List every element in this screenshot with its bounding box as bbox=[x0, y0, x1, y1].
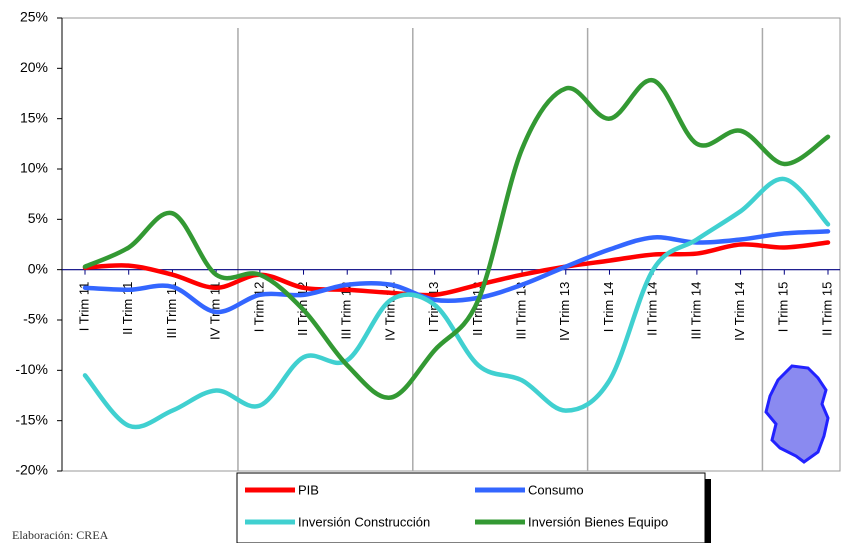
series-line bbox=[82, 78, 831, 400]
x-tick-label: I Trim 11 bbox=[76, 282, 91, 332]
legend-box bbox=[236, 472, 706, 544]
x-tick-label: III Trim 11 bbox=[164, 282, 179, 339]
y-tick-label: 20% bbox=[20, 59, 48, 75]
plot-frame bbox=[61, 17, 841, 472]
legend-label: PIB bbox=[298, 482, 319, 497]
y-tick-label: 5% bbox=[28, 210, 48, 226]
region-map-icon bbox=[764, 364, 830, 464]
x-tick-label: III Trim 13 bbox=[513, 282, 528, 340]
source-note: Elaboración: CREA bbox=[12, 528, 109, 542]
x-tick-label: I Trim 12 bbox=[251, 282, 266, 333]
x-tick-label: II Trim 15 bbox=[819, 282, 834, 336]
y-tick-label: -20% bbox=[15, 462, 48, 478]
legend-label: Consumo bbox=[528, 482, 584, 497]
series-line bbox=[82, 229, 831, 315]
x-tick-label: IV Trim 13 bbox=[557, 282, 572, 341]
x-tick-label: II Trim 11 bbox=[120, 282, 135, 335]
y-tick-label: -10% bbox=[15, 361, 48, 377]
series-line bbox=[82, 240, 831, 298]
series-line bbox=[82, 176, 831, 430]
y-tick-label: 25% bbox=[20, 9, 48, 25]
y-tick-label: -5% bbox=[23, 311, 48, 327]
x-tick-label: I Trim 14 bbox=[601, 282, 616, 333]
x-tick-label: III Trim 14 bbox=[688, 282, 703, 340]
x-tick-label: III Trim 12 bbox=[339, 282, 354, 340]
x-tick-label: I Trim 15 bbox=[776, 282, 791, 333]
x-tick-label: II Trim 14 bbox=[645, 282, 660, 336]
y-tick-label: -15% bbox=[15, 411, 48, 427]
x-tick-label: IV Trim 14 bbox=[732, 282, 747, 341]
legend-label: Inversión Bienes Equipo bbox=[528, 514, 668, 529]
y-tick-label: 10% bbox=[20, 160, 48, 176]
y-tick-label: 15% bbox=[20, 109, 48, 125]
y-tick-label: 0% bbox=[28, 260, 48, 276]
legend-label: Inversión Construcción bbox=[298, 514, 430, 529]
